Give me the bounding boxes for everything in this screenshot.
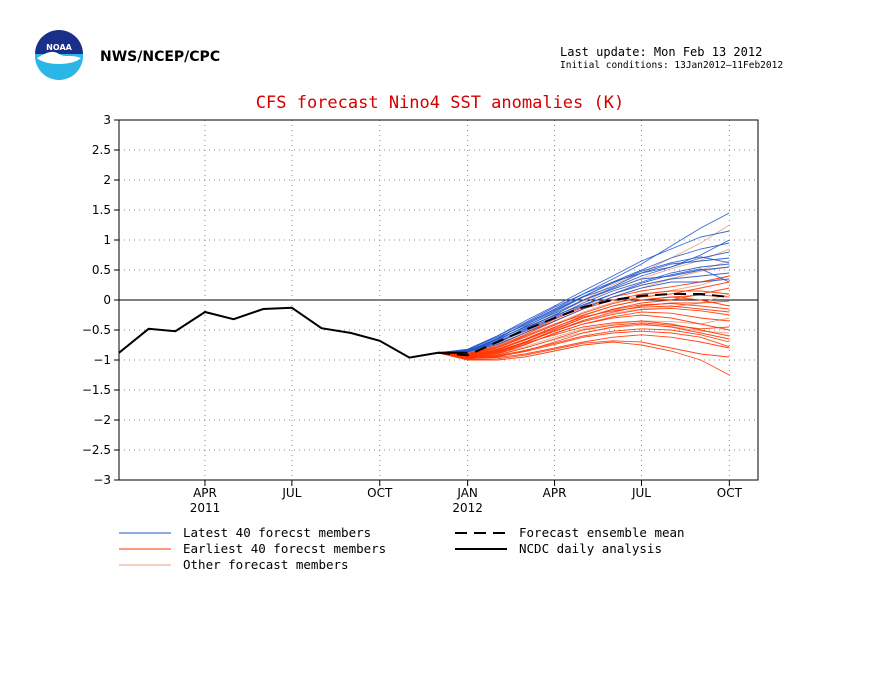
ensemble-member-line [437, 322, 730, 359]
x-tick-label: APR [193, 486, 217, 500]
y-tick-label: −2 [93, 413, 111, 427]
ensemble-member-line [437, 239, 730, 354]
grid-lines [119, 120, 758, 480]
y-tick-label: 0 [103, 293, 111, 307]
legend-label: NCDC daily analysis [519, 541, 662, 556]
ensemble-member-line [437, 311, 730, 358]
legend-label: Forecast ensemble mean [519, 525, 685, 540]
ensemble-member-line [437, 303, 730, 356]
ensemble-member-line [437, 341, 730, 376]
x-tick-label: JAN [456, 486, 478, 500]
y-tick-label: 1 [103, 233, 111, 247]
y-tick-label: 1.5 [92, 203, 111, 217]
ensemble-member-line [437, 256, 730, 354]
series-lines [118, 293, 730, 359]
last-update-label: Last update: Mon Feb 13 2012 [560, 45, 762, 59]
y-tick-label: −0.5 [82, 323, 111, 337]
svg-text:NOAA: NOAA [46, 43, 72, 52]
initial-conditions-label: Initial conditions: 13Jan2012–11Feb2012 [560, 60, 783, 71]
y-tick-label: 2 [103, 173, 111, 187]
x-tick-year-label: 2012 [452, 501, 483, 515]
ensemble-members [437, 212, 730, 376]
x-tick-year-label: 2011 [190, 501, 221, 515]
y-tick-label: 0.5 [92, 263, 111, 277]
ensemble-member-line [437, 212, 730, 354]
y-tick-label: −1 [93, 353, 111, 367]
ensemble-member-line [437, 300, 730, 357]
ensemble-member-line [437, 278, 730, 354]
ensemble-member-line [437, 272, 730, 354]
y-tick-label: −2.5 [82, 443, 111, 457]
ensemble-member-line [437, 294, 730, 356]
y-tick-label: 3 [103, 113, 111, 127]
analysis-line [118, 306, 468, 359]
ensemble-mean-line [437, 293, 730, 357]
ensemble-member-line [437, 224, 730, 354]
y-axis: 3 2.5 2 1.5 1 0.5 0 −0.5 −1 −1.5 −2 −2.5 −3 [82, 113, 119, 487]
x-tick-label: JUL [631, 486, 651, 500]
x-tick-label: APR [543, 486, 567, 500]
ensemble-member-line [437, 268, 730, 354]
ensemble-member-line [437, 340, 730, 360]
noaa-logo-icon: NOAA [35, 30, 83, 80]
chart-title: CFS forecast Nino4 SST anomalies (K) [256, 93, 624, 113]
plot-frame [118, 119, 759, 481]
legend-label: Latest 40 forecst members [183, 525, 371, 540]
ensemble-member-line [437, 330, 730, 359]
y-tick-label: −3 [93, 473, 111, 487]
x-tick-label: OCT [717, 486, 743, 500]
y-tick-label: 2.5 [92, 143, 111, 157]
ensemble-member-line [437, 281, 730, 355]
x-tick-label: JUL [281, 486, 301, 500]
ensemble-member-line [437, 230, 730, 354]
ensemble-member-line [437, 266, 730, 354]
ensemble-member-line [437, 334, 730, 359]
legend-label: Other forecast members [183, 557, 349, 572]
y-tick-label: −1.5 [82, 383, 111, 397]
organization-label: NWS/NCEP/CPC [100, 49, 220, 65]
x-tick-label: OCT [367, 486, 393, 500]
ensemble-member-line [437, 263, 730, 354]
legend-label: Earliest 40 forecst members [183, 541, 386, 556]
